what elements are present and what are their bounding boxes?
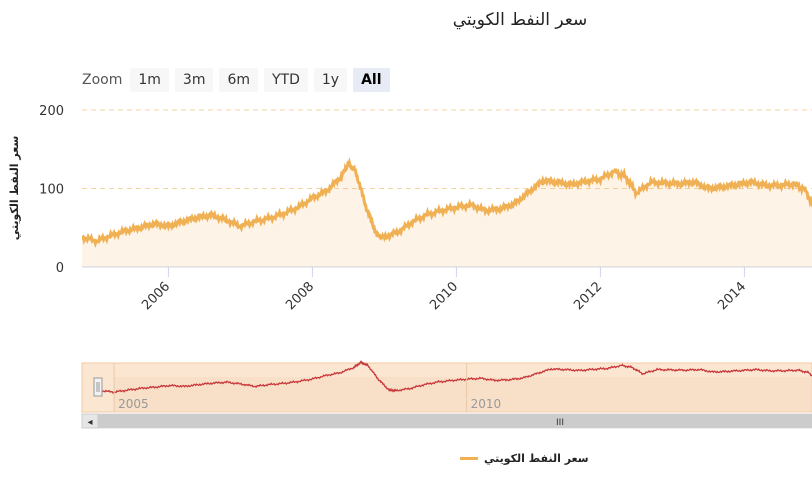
x-tick-label: 2008 — [283, 279, 317, 313]
zoom-button-1m[interactable]: 1m — [130, 68, 169, 92]
series-area — [82, 161, 812, 267]
y-axis-ticks: 0 100 200 — [39, 104, 64, 276]
scrollbar-left-arrow: ◂ — [87, 417, 92, 428]
y-tick-label: 100 — [39, 183, 64, 198]
scrollbar-left-button — [81, 413, 99, 429]
x-tick-label: 2010 — [427, 279, 461, 313]
y-axis-title: سعر النفط الكويتي — [8, 136, 21, 241]
navigator-handle-left — [93, 377, 103, 397]
zoom-button-3m[interactable]: 3m — [174, 68, 214, 92]
series-group — [82, 156, 812, 267]
scrollbar-thumb — [98, 414, 812, 428]
grid-lines — [82, 109, 812, 268]
y-tick-label: 0 — [56, 261, 64, 276]
legend-item[interactable]: سعر النفط الكويتي — [460, 452, 589, 465]
zoom-label: Zoom — [82, 72, 123, 88]
zoom-button-6m[interactable]: 6m — [219, 68, 258, 92]
zoom-selector: Zoom 1m 3m 6m YTD 1y All — [82, 67, 396, 93]
navigator-tick-label: 2005 — [118, 397, 149, 411]
navigator-tick-label: 2010 — [471, 397, 502, 411]
x-tick-label: 2006 — [139, 279, 173, 313]
y-tick-label: 200 — [39, 104, 64, 119]
navigator-series-line — [99, 359, 812, 395]
scrollbar-grip: III — [556, 418, 564, 428]
x-tick-label: 2012 — [571, 279, 605, 313]
series-line — [82, 156, 812, 249]
zoom-button-all[interactable]: All — [353, 68, 390, 92]
chart-title: سعر النفط الكويتي — [452, 10, 588, 30]
zoom-button-1y[interactable]: 1y — [313, 68, 348, 92]
x-tick-label: 2014 — [715, 279, 749, 313]
y-axis-label-group: سعر النفط الكويتي — [8, 136, 21, 241]
zoom-button-ytd[interactable]: YTD — [264, 68, 308, 92]
navigator: 2005 2010 ◂ III — [81, 359, 812, 429]
legend-label: سعر النفط الكويتي — [484, 452, 589, 465]
legend-swatch — [460, 457, 478, 460]
x-axis: 2006 2008 2010 2012 2014 — [139, 267, 749, 313]
